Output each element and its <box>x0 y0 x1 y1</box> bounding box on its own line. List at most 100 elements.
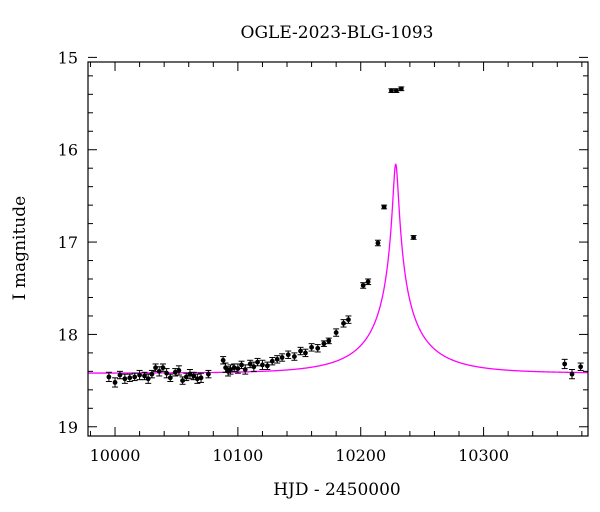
data-marker <box>264 363 270 369</box>
data-point <box>156 366 163 377</box>
data-marker <box>269 358 275 364</box>
data-point <box>569 369 576 380</box>
data-marker <box>341 320 346 326</box>
data-point <box>198 372 205 383</box>
data-point <box>121 373 128 384</box>
data-point <box>320 340 327 347</box>
data-marker <box>172 369 178 375</box>
y-axis-label: I magnitude <box>10 196 30 300</box>
data-marker <box>231 365 237 371</box>
data-marker <box>167 375 173 381</box>
data-point <box>410 235 417 240</box>
data-point <box>105 371 112 383</box>
data-marker <box>285 352 291 358</box>
data-marker <box>153 365 158 371</box>
data-marker <box>333 330 339 335</box>
data-marker <box>183 374 189 380</box>
data-marker <box>220 357 226 363</box>
plot-frame <box>87 61 589 437</box>
data-point <box>398 86 405 92</box>
data-point <box>242 364 249 375</box>
data-marker <box>228 367 233 372</box>
data-point <box>116 370 123 380</box>
data-point <box>264 361 271 371</box>
data-marker <box>279 355 285 360</box>
data-point <box>186 369 193 380</box>
data-point <box>194 373 201 384</box>
data-point <box>112 377 119 388</box>
data-marker <box>156 368 162 374</box>
data-point <box>374 239 381 247</box>
x-tick-label: 10000 <box>90 446 141 465</box>
x-axis-label: HJD - 2450000 <box>273 480 401 500</box>
data-marker <box>398 86 404 92</box>
data-marker <box>247 361 253 367</box>
data-point <box>340 319 347 328</box>
data-point <box>148 369 155 379</box>
data-point <box>131 372 138 382</box>
data-point <box>205 369 212 379</box>
data-marker <box>411 235 416 240</box>
data-marker <box>106 374 112 380</box>
data-point <box>274 355 281 364</box>
x-tick-label: 10200 <box>335 446 386 465</box>
data-marker <box>389 88 394 94</box>
data-marker <box>298 348 303 354</box>
data-marker <box>127 375 133 381</box>
data-marker <box>194 376 200 382</box>
data-point <box>333 328 340 337</box>
data-marker <box>142 373 147 379</box>
data-points-layer <box>105 86 584 388</box>
data-marker <box>260 362 265 368</box>
data-marker <box>239 362 244 368</box>
data-marker <box>360 283 366 288</box>
y-tick-label: 18 <box>58 325 78 344</box>
chart-title: OGLE-2023-BLG-1093 <box>241 23 434 43</box>
data-point <box>172 368 179 377</box>
data-marker <box>381 204 387 210</box>
y-tick-label: 17 <box>58 233 78 252</box>
data-marker <box>191 373 197 379</box>
data-marker <box>112 380 118 385</box>
x-tick-label: 10300 <box>458 446 509 465</box>
y-tick-label: 19 <box>58 418 78 437</box>
data-marker <box>180 378 185 383</box>
data-marker <box>205 371 211 377</box>
data-marker <box>291 354 297 359</box>
data-point <box>238 360 245 370</box>
model-curve-layer <box>87 163 588 374</box>
axis-ticks-layer: 10000 10100 10200 10300 15 16 17 18 19 <box>58 48 588 465</box>
data-point <box>141 371 148 381</box>
data-point <box>325 337 332 345</box>
data-marker <box>132 374 138 380</box>
data-point <box>136 369 143 381</box>
data-point <box>269 357 276 366</box>
data-marker <box>149 371 155 377</box>
data-point <box>227 364 234 375</box>
data-marker <box>242 367 248 372</box>
data-marker <box>315 345 321 351</box>
data-point <box>577 362 584 371</box>
data-point <box>561 358 568 370</box>
data-marker <box>393 88 399 94</box>
data-point <box>126 373 133 383</box>
data-marker <box>198 375 204 381</box>
data-marker <box>145 376 151 382</box>
data-marker <box>160 365 166 371</box>
data-point <box>291 352 298 361</box>
data-point <box>254 357 261 367</box>
data-marker <box>255 359 260 365</box>
data-point <box>308 343 315 352</box>
data-marker <box>309 344 314 350</box>
data-marker <box>122 376 128 382</box>
data-marker <box>346 317 351 323</box>
data-marker <box>375 240 381 246</box>
data-marker <box>164 370 170 376</box>
data-marker <box>137 372 142 378</box>
data-marker <box>187 371 193 377</box>
data-point <box>345 315 352 324</box>
data-marker <box>569 371 575 377</box>
data-marker <box>274 356 280 362</box>
data-point <box>259 359 266 371</box>
